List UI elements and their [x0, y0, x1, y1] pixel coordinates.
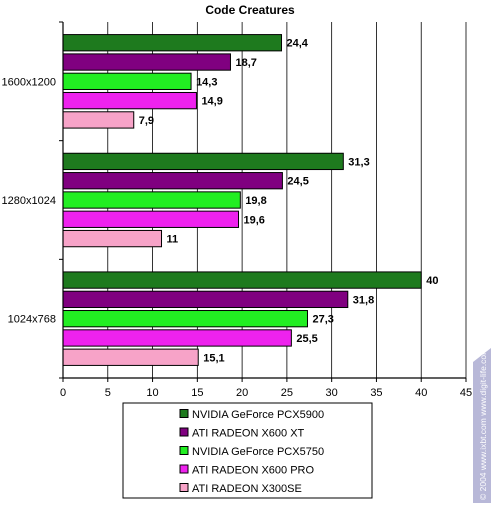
data-label: 15,1 [203, 352, 224, 364]
watermark: © 2004 www.ixbt.com www.digit-life.com [473, 348, 491, 503]
data-label: 11 [167, 234, 179, 246]
legend-label: NVIDIA GeForce PCX5900 [192, 409, 324, 421]
legend-label: ATI RADEON X600 PRO [192, 465, 314, 477]
bar [62, 53, 231, 71]
legend: NVIDIA GeForce PCX5900 ATI RADEON X600 XT… [122, 402, 373, 499]
data-label: 24,4 [287, 38, 309, 50]
legend-swatch [179, 483, 189, 492]
data-label: 25,5 [296, 333, 317, 345]
bar [62, 91, 197, 110]
x-tick-label: 10 [146, 387, 158, 399]
bar [62, 329, 292, 347]
x-tick-label: 35 [370, 387, 382, 399]
bar [62, 191, 241, 209]
watermark-text: © 2004 www.ixbt.com www.digit-life.com [478, 348, 488, 500]
x-tick-label: 45 [460, 387, 472, 399]
x-tick-label: 30 [326, 387, 338, 399]
chart-title: Code Creatures [205, 3, 295, 17]
bar [62, 348, 199, 366]
data-label: 18,7 [235, 57, 256, 69]
bar [62, 310, 308, 328]
data-label: 31,3 [348, 156, 369, 168]
data-label: 19,6 [244, 214, 265, 226]
x-tick-label: 5 [105, 387, 111, 399]
bar [62, 152, 344, 171]
legend-label: NVIDIA GeForce PCX5750 [192, 446, 324, 458]
x-tick-label: 40 [415, 387, 427, 399]
bar [62, 290, 349, 309]
category-label: 1024x768 [8, 314, 56, 326]
bar [62, 271, 422, 289]
data-label: 14,9 [201, 96, 222, 108]
x-tick-label: 25 [281, 387, 293, 399]
data-label: 7,9 [139, 115, 154, 127]
data-label: 27,3 [312, 314, 333, 326]
legend-swatch [179, 446, 189, 455]
bar [62, 172, 283, 190]
bar [62, 111, 135, 129]
data-label: 40 [426, 275, 438, 287]
bar [62, 210, 240, 228]
bar [62, 229, 163, 248]
x-tick-label: 15 [191, 387, 203, 399]
x-tick-label: 0 [60, 387, 66, 399]
legend-swatch [179, 464, 189, 474]
legend-swatch [179, 409, 189, 418]
data-label: 19,8 [245, 195, 266, 207]
legend-label: ATI RADEON X600 XT [192, 428, 305, 440]
legend-box [122, 402, 373, 499]
data-label: 24,5 [287, 176, 308, 188]
legend-label: ATI RADEON X300SE [192, 483, 302, 495]
category-label: 1280x1024 [2, 195, 56, 207]
legend-swatch [179, 427, 189, 437]
x-tick-label: 20 [236, 387, 248, 399]
data-label: 14,3 [196, 76, 217, 88]
bar [62, 34, 283, 52]
bar [62, 72, 192, 90]
data-label: 31,8 [353, 294, 374, 306]
plot-area: 0 5 10 15 20 25 30 35 40 45 1600x1200 24,4 18,7 14,3 1… [2, 21, 472, 399]
category-label: 1600x1200 [2, 76, 56, 88]
